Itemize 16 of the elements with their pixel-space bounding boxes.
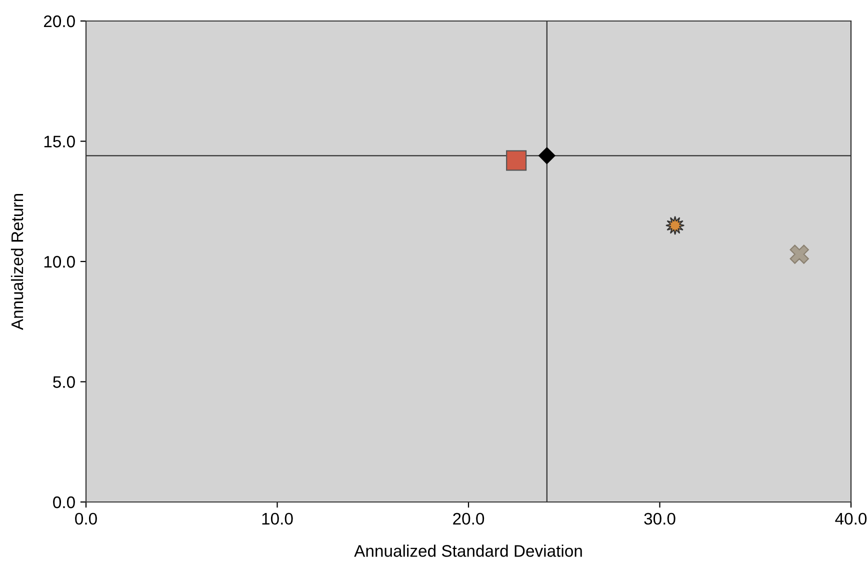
x-tick-label: 30.0 <box>644 512 676 525</box>
y-tick-label: 5.0 <box>53 376 75 388</box>
x-axis-title: Annualized Standard Deviation <box>354 544 582 557</box>
y-tick-label: 15.0 <box>44 136 75 148</box>
point <box>538 147 556 164</box>
x-tick-label: 40.0 <box>835 512 867 525</box>
y-axis-title: Annualized Return <box>10 194 24 330</box>
y-tick-label: 0.0 <box>53 496 75 508</box>
y-tick-label: 20.0 <box>44 15 75 28</box>
x-tick-label: 0.0 <box>75 512 97 525</box>
x-tick-label: 10.0 <box>262 512 293 525</box>
y-tick-label: 10.0 <box>44 256 75 268</box>
point <box>665 216 685 236</box>
x-tick-label: 20.0 <box>453 512 484 525</box>
point <box>506 150 527 171</box>
point <box>790 244 809 264</box>
